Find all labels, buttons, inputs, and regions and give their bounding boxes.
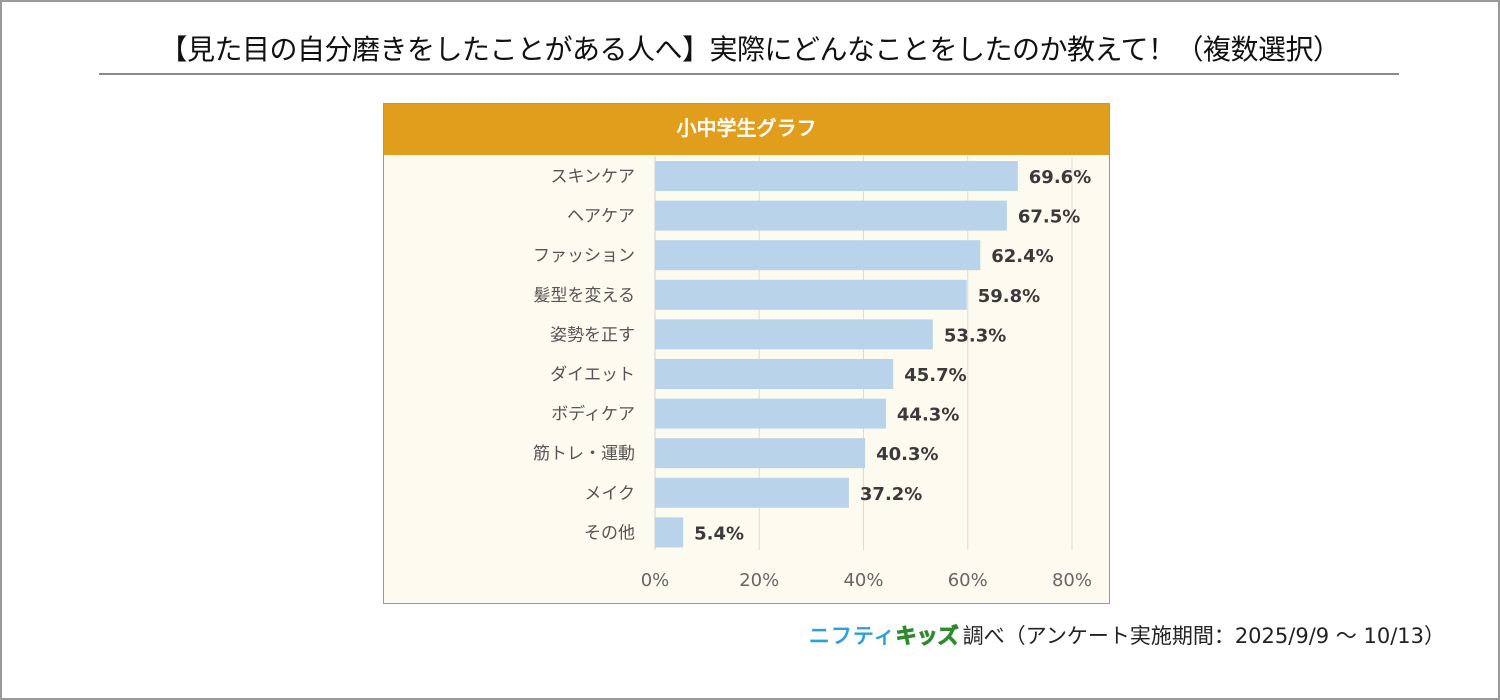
category-label: ダイエット bbox=[550, 365, 635, 385]
bar bbox=[655, 200, 1007, 231]
bar bbox=[655, 438, 866, 469]
logo-nifty: ニフティ bbox=[808, 624, 896, 648]
value-label: 5.4% bbox=[694, 523, 744, 544]
value-label: 69.6% bbox=[1029, 167, 1091, 188]
page-title: 【見た目の自分磨きをしたことがある人へ】実際にどんなことをしたのか教えて！（複数… bbox=[159, 33, 1341, 66]
category-label: ファッション bbox=[533, 246, 635, 266]
chart-panel: 小中学生グラフ 0% 20% 40% 60% 80% スキンケア 69.6% ヘアケア 67.5… bbox=[383, 103, 1110, 604]
category-label: スキンケア bbox=[551, 167, 636, 187]
x-tick-label: 60% bbox=[948, 570, 988, 591]
logo-kids: キッズ bbox=[895, 624, 959, 649]
x-tick-label: 80% bbox=[1052, 570, 1092, 591]
value-label: 44.3% bbox=[897, 405, 959, 426]
bar bbox=[655, 319, 933, 350]
category-label: 筋トレ・運動 bbox=[533, 444, 635, 464]
value-label: 59.8% bbox=[978, 286, 1040, 307]
bar bbox=[655, 359, 894, 389]
bar-chart: 0% 20% 40% 60% 80% スキンケア 69.6% ヘアケア 67.5% ファッション 6… bbox=[533, 156, 1092, 591]
bar bbox=[655, 240, 981, 271]
value-label: 45.7% bbox=[904, 365, 966, 386]
x-tick-label: 20% bbox=[739, 570, 779, 591]
value-label: 40.3% bbox=[876, 444, 938, 465]
value-label: 53.3% bbox=[944, 325, 1006, 346]
value-label: 62.4% bbox=[991, 246, 1053, 267]
source-note: ニフティキッズ 調べ（アンケート実施期間：2025/9/9 ～ 10/13） bbox=[809, 620, 1445, 650]
value-label: 67.5% bbox=[1018, 207, 1080, 228]
category-label: ヘアケア bbox=[567, 207, 635, 227]
chart-title: 小中学生グラフ bbox=[384, 104, 1109, 155]
bar bbox=[655, 398, 886, 429]
bar bbox=[655, 517, 684, 548]
category-label: その他 bbox=[584, 523, 635, 543]
survey-period: 調べ（アンケート実施期間：2025/9/9 ～ 10/13） bbox=[962, 624, 1445, 648]
x-tick-label: 40% bbox=[843, 570, 883, 591]
category-label: 姿勢を正す bbox=[550, 325, 635, 345]
value-label: 37.2% bbox=[860, 484, 922, 505]
title-divider bbox=[99, 73, 1399, 75]
bar bbox=[655, 161, 1018, 191]
category-label: ボディケア bbox=[551, 404, 635, 425]
x-tick-label: 0% bbox=[641, 570, 670, 591]
bar bbox=[655, 477, 849, 508]
category-label: メイク bbox=[584, 484, 635, 504]
bar bbox=[655, 279, 967, 310]
category-label: 髪型を変える bbox=[534, 286, 636, 306]
